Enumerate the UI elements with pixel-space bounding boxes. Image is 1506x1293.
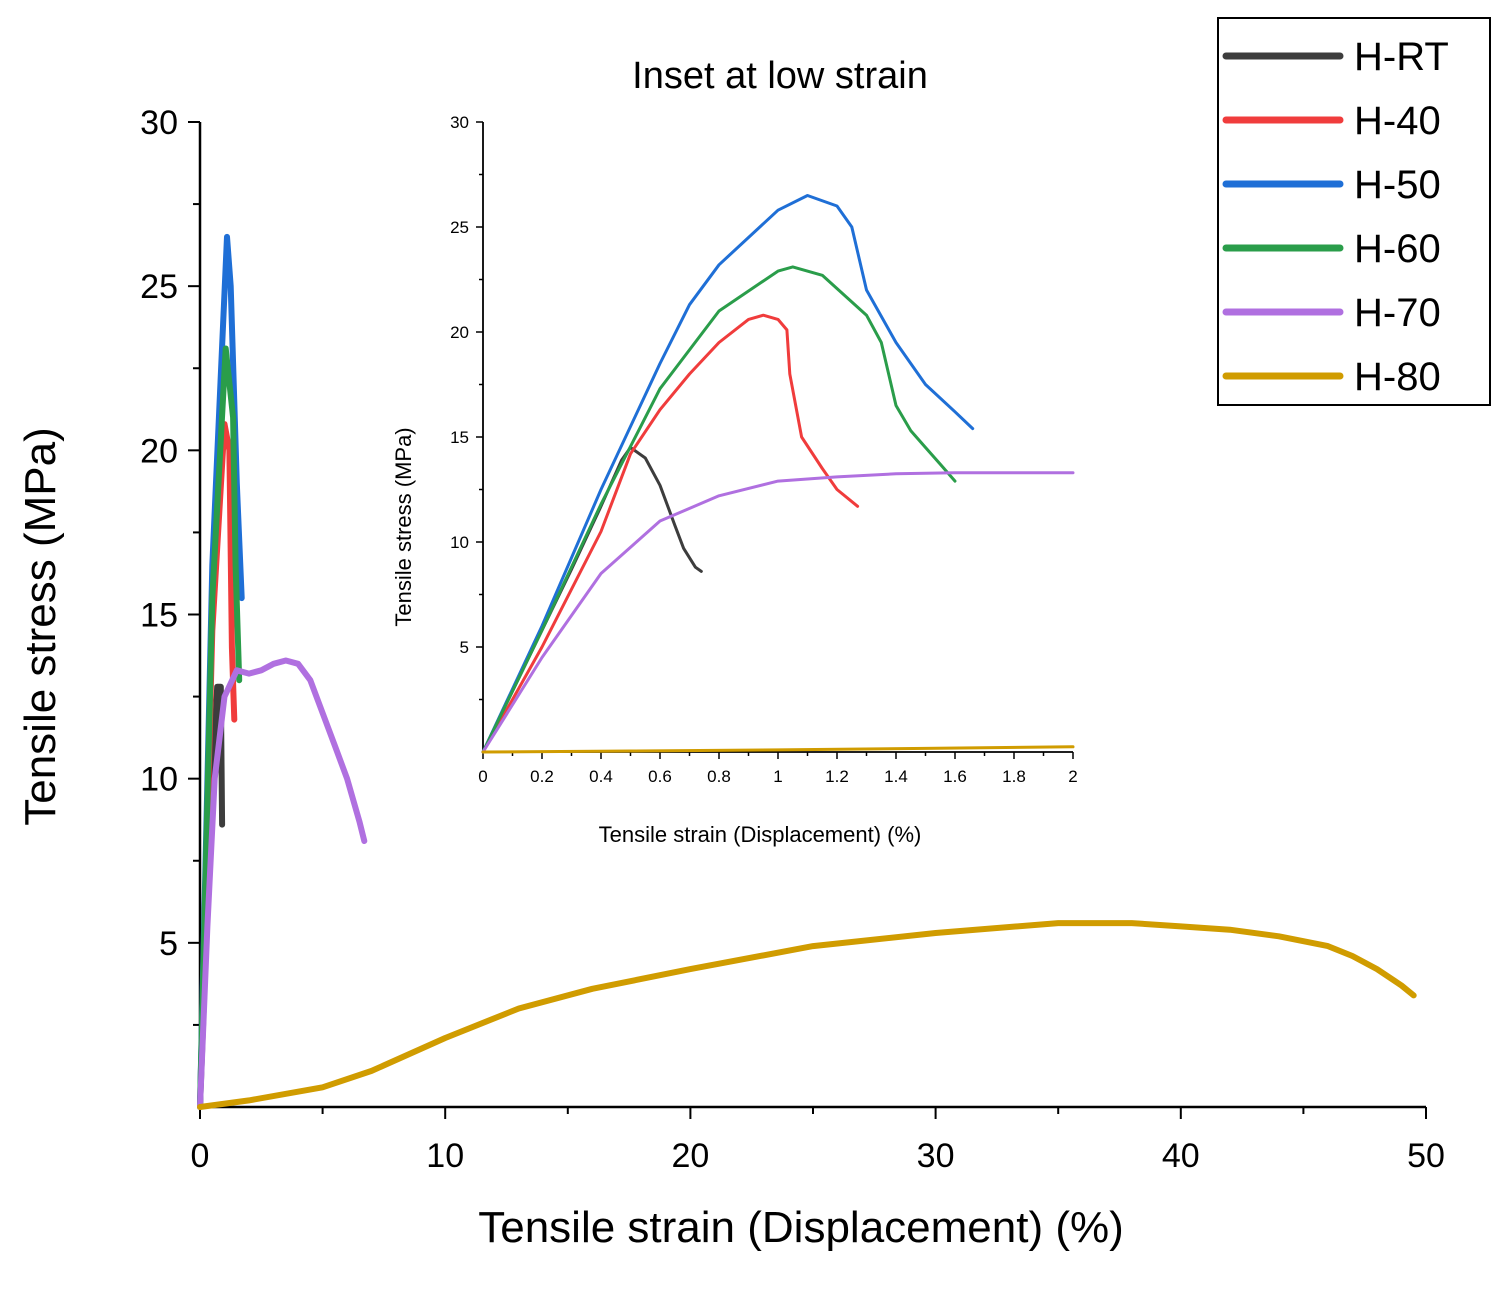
inset-x-tick-label: 1 [773, 767, 782, 786]
inset-x-tick-label: 1.2 [825, 767, 849, 786]
main-y-tick-label: 5 [159, 925, 178, 963]
legend-entry-h-40: H-40 [1354, 99, 1441, 143]
inset-series-h-70-line [481, 471, 1075, 754]
inset-x-tick-label: 1.4 [884, 767, 908, 786]
main-y-tick-label: 20 [140, 432, 178, 470]
legend: H-RT H-40 H-50 H-60 H-70 H-80 [1217, 17, 1491, 406]
legend-entry-h-rt: H-RT [1354, 35, 1449, 79]
inset-x-tick-label: 0.4 [589, 767, 613, 786]
legend-entry-h-70: H-70 [1354, 291, 1441, 335]
main-x-tick-label: 50 [1407, 1137, 1445, 1175]
main-x-axis-label: Tensile strain (Displacement) (%) [478, 1203, 1124, 1252]
inset-x-axis-label: Tensile strain (Displacement) (%) [599, 822, 922, 847]
main-series-h-80-line [197, 920, 1417, 1110]
inset-y-tick-label: 10 [450, 533, 469, 552]
main-y-axis-label: Tensile stress (MPa) [16, 427, 65, 826]
main-y-tick-label: 15 [140, 597, 178, 635]
main-series-group [197, 233, 1417, 1110]
main-series-h-70-line [197, 657, 368, 1110]
legend-entry-h-80: H-80 [1354, 355, 1441, 399]
inset-y-tick-label: 5 [460, 638, 469, 657]
inset-x-tick-label: 2 [1068, 767, 1077, 786]
inset-y-axis-label: Tensile stress (MPa) [391, 427, 416, 626]
inset-x-tick-label: 1.6 [943, 767, 967, 786]
inset-title: Inset at low strain [632, 55, 928, 97]
inset-y-tick-label: 25 [450, 218, 469, 237]
main-x-tick-label: 10 [426, 1137, 464, 1175]
main-y-tick-label: 25 [140, 268, 178, 306]
inset-series-group [481, 194, 1075, 754]
inset-x-tick-label: 1.8 [1002, 767, 1026, 786]
legend-entry-h-50: H-50 [1354, 163, 1441, 207]
legend-box [1217, 17, 1491, 406]
inset-y-tick-label: 15 [450, 428, 469, 447]
inset-series-h-rt-line [481, 446, 703, 754]
inset-x-tick-label: 0 [478, 767, 487, 786]
main-y-tick-label: 30 [140, 104, 178, 142]
inset-y-tick-label: 20 [450, 323, 469, 342]
main-x-tick-label: 30 [917, 1137, 955, 1175]
inset-series-h-80-line [481, 745, 1075, 754]
inset-axes: 0 0.2 0.4 0.6 0.8 1 1.2 1.4 1.6 1.8 251015202530Te… [391, 113, 1078, 847]
inset-y-tick-label: 30 [450, 113, 469, 132]
main-x-tick-label: 40 [1162, 1137, 1200, 1175]
inset-series-h-50-line [481, 194, 975, 754]
inset-series-h-40-line [481, 313, 860, 754]
inset-x-tick-label: 0.6 [648, 767, 672, 786]
inset-x-tick-label: 0.2 [530, 767, 554, 786]
main-y-tick-label: 10 [140, 761, 178, 799]
main-x-tick-label: 0 [191, 1137, 210, 1175]
inset-x-tick-label: 0.8 [707, 767, 731, 786]
inset-series-h-60-line [481, 265, 957, 754]
main-x-tick-label: 20 [671, 1137, 709, 1175]
legend-entry-h-60: H-60 [1354, 227, 1441, 271]
main-series-h-60-line [197, 345, 243, 1110]
